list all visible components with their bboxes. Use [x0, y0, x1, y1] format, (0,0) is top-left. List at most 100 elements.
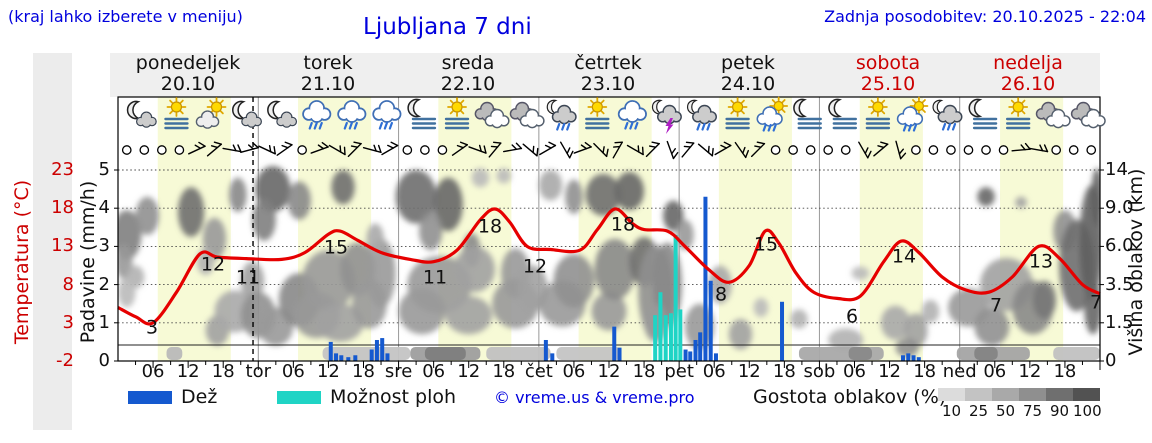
rain-legend-label: Dež — [181, 386, 218, 408]
hour-tick-label: 06 — [562, 361, 585, 382]
hour-tick-label: 06 — [422, 361, 445, 382]
cloud-density-scale-value: 100 — [1073, 402, 1102, 420]
wind-barb-icon — [522, 143, 539, 157]
precip-tick-label: 3 — [98, 235, 110, 257]
moon-cloud-rain-icon — [546, 99, 577, 131]
hour-tick-label: 18 — [773, 361, 796, 382]
rain-bar — [339, 355, 344, 361]
cloud-density-scale-value: 10 — [941, 402, 962, 420]
temperature-label: 12 — [523, 256, 547, 278]
sun-fog-icon — [725, 97, 750, 130]
hour-tick-label: 18 — [492, 361, 515, 382]
hour-tick-label: 12 — [878, 361, 901, 382]
shower-bar — [663, 315, 668, 361]
day-date: 23.10 — [580, 73, 636, 95]
temperature-curve — [117, 207, 1101, 326]
cloud-rain-icon — [337, 100, 367, 130]
wind-barb-icon — [381, 141, 399, 156]
cloud-rain-icon — [372, 100, 402, 130]
shower-bar — [673, 234, 678, 361]
day-name: nedelja — [993, 52, 1063, 74]
temperature-label: 6 — [846, 306, 858, 328]
wind-barb-icon — [895, 140, 907, 160]
rain-bar — [543, 339, 548, 361]
temperature-label: 11 — [236, 267, 260, 289]
cloud-rain-icon — [617, 100, 647, 130]
cloud-density-scale — [938, 388, 1100, 401]
day-date: 24.10 — [720, 73, 776, 95]
wind-calm-icon — [437, 145, 448, 155]
wind-barb-icon — [276, 141, 293, 156]
wind-calm-icon — [928, 145, 939, 155]
day-date: 22.10 — [440, 73, 496, 95]
cloud-rain-icon — [302, 100, 332, 130]
moon-cloud-icon — [267, 100, 298, 128]
temperature-label: 13 — [1029, 251, 1053, 273]
precip-tick-label: 2 — [98, 273, 110, 295]
hour-tick-label: 06 — [142, 361, 165, 382]
wind-barb-icon — [240, 142, 259, 154]
hour-tick-label: 18 — [1053, 361, 1076, 382]
last-update-timestamp: Zadnja posodobitev: 20.10.2025 - 22:04 — [824, 7, 1146, 26]
cloud-icon — [474, 101, 510, 129]
wind-barb-icon — [468, 144, 487, 154]
moon-fog-icon — [968, 98, 998, 130]
rain-bar — [780, 301, 785, 361]
rain-bar — [911, 355, 916, 361]
temperature-tick-label: 8 — [62, 273, 74, 295]
rain-bar — [901, 355, 906, 361]
wind-calm-icon — [297, 145, 307, 155]
hour-tick-label: 18 — [913, 361, 936, 382]
temperature-tick-label: 13 — [51, 235, 74, 257]
hour-tick-label: 12 — [738, 361, 761, 382]
rain-bar — [380, 338, 385, 361]
shower-legend-swatch — [277, 391, 321, 404]
moon-cloud-rain-icon — [686, 99, 717, 131]
day-header: sreda 22.10 — [398, 53, 538, 95]
shower-bar — [658, 292, 663, 361]
cloud-icon — [1070, 101, 1106, 129]
wind-barb-icon — [681, 141, 695, 158]
wind-barb-icon — [488, 141, 502, 158]
copyright-link[interactable]: © vreme.us & vreme.pro — [494, 388, 695, 407]
day-name: četrtek — [574, 52, 642, 74]
wind-calm-icon — [139, 145, 150, 155]
cloud-density-swatch — [1046, 388, 1073, 401]
day-name: ponedeljek — [135, 52, 241, 74]
hour-tick-label: 18 — [352, 361, 375, 382]
day-abbrev-label: tor — [246, 361, 272, 382]
wind-barb-icon — [559, 141, 574, 159]
shower-legend-label: Možnost ploh — [330, 386, 457, 408]
wind-barb-icon — [573, 141, 592, 154]
wind-barb-icon — [714, 141, 732, 156]
wind-calm-icon — [998, 145, 1009, 155]
hour-tick-label: 12 — [177, 361, 200, 382]
precip-tick-label: 4 — [98, 197, 110, 219]
wind-barb-icon — [539, 141, 557, 156]
sun-cloud-icon — [195, 97, 227, 129]
rain-legend-swatch — [128, 391, 172, 404]
wind-calm-icon — [770, 145, 781, 155]
day-abbrev-label: ned — [943, 361, 977, 382]
wind-calm-icon — [788, 145, 798, 155]
cloud-density-scale-value: 50 — [995, 402, 1016, 420]
wind-barb-icon — [734, 141, 750, 159]
day-name: sobota — [855, 52, 921, 74]
cloud-height-tick-label: 9.0 — [1105, 197, 1134, 219]
cloud-density-scale-value: 75 — [1022, 402, 1043, 420]
wind-barb-icon — [188, 141, 206, 155]
moon-cloud-icon — [232, 100, 262, 128]
wind-calm-icon — [402, 145, 413, 155]
rain-bar — [916, 357, 921, 361]
temperature-tick-label: 23 — [51, 159, 74, 180]
sun-fog-icon — [585, 97, 610, 130]
day-abbrev-label: čet — [525, 361, 553, 382]
wind-barb-icon — [222, 144, 242, 153]
wind-calm-icon — [946, 145, 956, 155]
wind-barb-icon — [858, 141, 872, 159]
moon-cloud-rain-icon — [932, 99, 963, 131]
temperature-tick-label: 18 — [51, 197, 74, 219]
day-date: 21.10 — [300, 73, 356, 95]
sun-fog-icon — [1005, 97, 1031, 130]
